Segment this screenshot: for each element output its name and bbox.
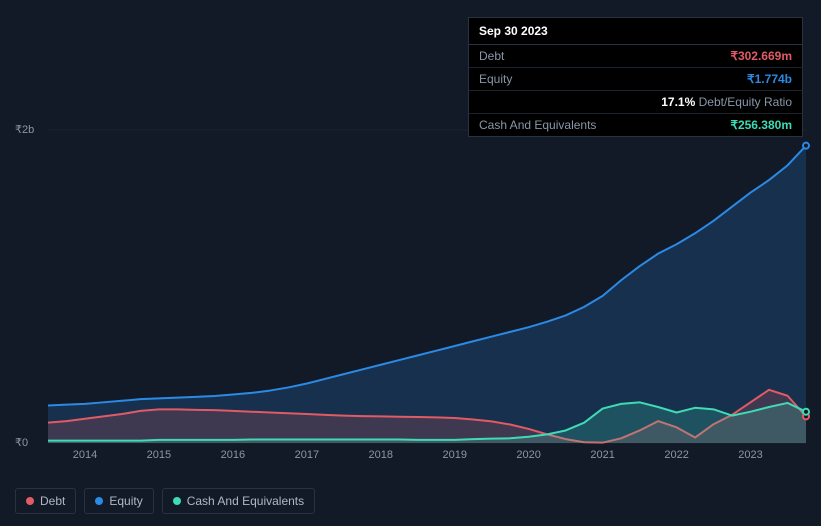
x-tick-label: 2022 [664, 449, 688, 461]
legend-dot-icon [95, 497, 103, 505]
legend: Debt Equity Cash And Equivalents [15, 488, 315, 514]
legend-dot-icon [173, 497, 181, 505]
x-tick-label: 2021 [590, 449, 614, 461]
tooltip-row: Equity ₹1.774b [469, 68, 802, 91]
x-tick-label: 2023 [738, 449, 762, 461]
hover-tooltip: Sep 30 2023 Debt ₹302.669m Equity ₹1.774b 17… [468, 17, 803, 137]
x-tick-label: 2014 [73, 449, 97, 461]
tooltip-date: Sep 30 2023 [469, 18, 802, 45]
tooltip-row: 17.1% Debt/Equity Ratio [469, 91, 802, 114]
x-tick-label: 2020 [516, 449, 540, 461]
legend-dot-icon [26, 497, 34, 505]
x-tick-label: 2016 [221, 449, 245, 461]
tooltip-row-value: ₹1.774b [747, 72, 792, 86]
legend-label: Cash And Equivalents [187, 494, 304, 508]
tooltip-row-label: Debt [479, 49, 504, 63]
x-tick-label: 2015 [147, 449, 171, 461]
x-tick-label: 2017 [295, 449, 319, 461]
x-tick-label: 2018 [369, 449, 393, 461]
legend-item-debt[interactable]: Debt [15, 488, 76, 514]
tooltip-rows: Debt ₹302.669m Equity ₹1.774b 17.1% Debt/Equ… [469, 45, 802, 136]
legend-item-equity[interactable]: Equity [84, 488, 153, 514]
tooltip-row-label: Cash And Equivalents [479, 118, 596, 132]
tooltip-row-value: 17.1% Debt/Equity Ratio [661, 95, 792, 109]
legend-item-cash[interactable]: Cash And Equivalents [162, 488, 315, 514]
tooltip-row-value: ₹256.380m [730, 118, 792, 132]
x-tick-label: 2019 [442, 449, 466, 461]
tooltip-row: Debt ₹302.669m [469, 45, 802, 68]
tooltip-row-value: ₹302.669m [730, 49, 792, 63]
tooltip-row: Cash And Equivalents ₹256.380m [469, 114, 802, 136]
tooltip-row-label: Equity [479, 72, 512, 86]
legend-label: Equity [109, 494, 142, 508]
legend-label: Debt [40, 494, 65, 508]
y-tick-label: ₹0 [15, 436, 28, 449]
y-tick-label: ₹2b [15, 123, 34, 136]
